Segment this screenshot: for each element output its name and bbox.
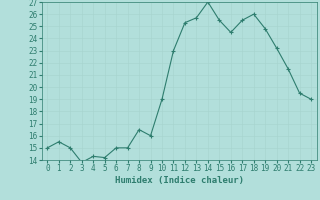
X-axis label: Humidex (Indice chaleur): Humidex (Indice chaleur) (115, 176, 244, 185)
